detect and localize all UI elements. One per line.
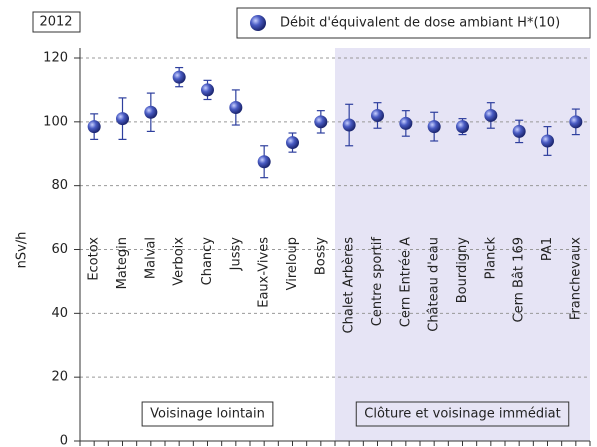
data-point [342, 118, 356, 132]
x-tick-label: Vireloup [285, 237, 300, 290]
legend-box [236, 7, 591, 39]
x-tick-label: Cern Entrée A [398, 237, 413, 327]
data-point [569, 115, 583, 129]
x-tick-label: Eaux-Vives [257, 237, 272, 308]
year-label: 2012 [39, 15, 72, 30]
y-axis-label: nSv/h [15, 232, 30, 269]
data-point [541, 134, 554, 148]
y-tick-label: 20 [51, 370, 68, 385]
y-tick-label: 120 [43, 51, 68, 66]
data-point [371, 108, 384, 122]
x-tick-label: Franchevaux [568, 237, 583, 320]
data-point [201, 83, 214, 97]
data-point [229, 100, 243, 114]
y-tick-label: 80 [51, 178, 68, 193]
region-label-box [355, 401, 570, 427]
region-label: Clôture et voisinage immédiat [364, 407, 561, 422]
data-point [87, 120, 101, 134]
data-point [257, 155, 271, 169]
y-tick-label: 0 [60, 434, 68, 447]
y-tick-label: 60 [51, 242, 68, 257]
x-tick-label: Chalet Arbères [342, 237, 357, 334]
x-tick-label: Chancy [200, 237, 215, 286]
x-tick-label: Malval [143, 237, 158, 279]
x-tick-label: Château d'eau [427, 237, 442, 332]
data-point [144, 105, 158, 119]
region-label-box [141, 401, 274, 427]
data-point [172, 70, 186, 84]
data-point [456, 120, 469, 134]
data-point [286, 136, 299, 150]
x-tick-label: Bossy [313, 237, 328, 275]
data-point [116, 112, 129, 126]
data-point [427, 120, 441, 134]
x-tick-label: Jussy [228, 237, 243, 272]
data-point [314, 115, 328, 129]
region-label: Voisinage lointain [150, 407, 265, 422]
x-tick-label: Planck [483, 237, 498, 280]
legend-label: Débit d'équivalent de dose ambiant H*(10… [280, 16, 560, 31]
x-tick-label: Cern Bât 169 [512, 237, 527, 323]
x-tick-label: Centre sportif [370, 237, 385, 327]
x-tick-label: Verboix [172, 237, 187, 286]
data-point [399, 116, 413, 130]
year-box [32, 11, 81, 33]
x-tick-label: Mategin [115, 237, 130, 289]
data-point [484, 108, 498, 122]
y-tick-label: 100 [43, 114, 68, 129]
x-tick-label: PA1 [540, 237, 555, 261]
data-point [512, 124, 526, 138]
y-tick-label: 40 [51, 306, 68, 321]
x-tick-label: Ecotox [87, 237, 102, 281]
x-tick-label: Bourdigny [455, 237, 470, 304]
legend-marker [250, 15, 266, 31]
